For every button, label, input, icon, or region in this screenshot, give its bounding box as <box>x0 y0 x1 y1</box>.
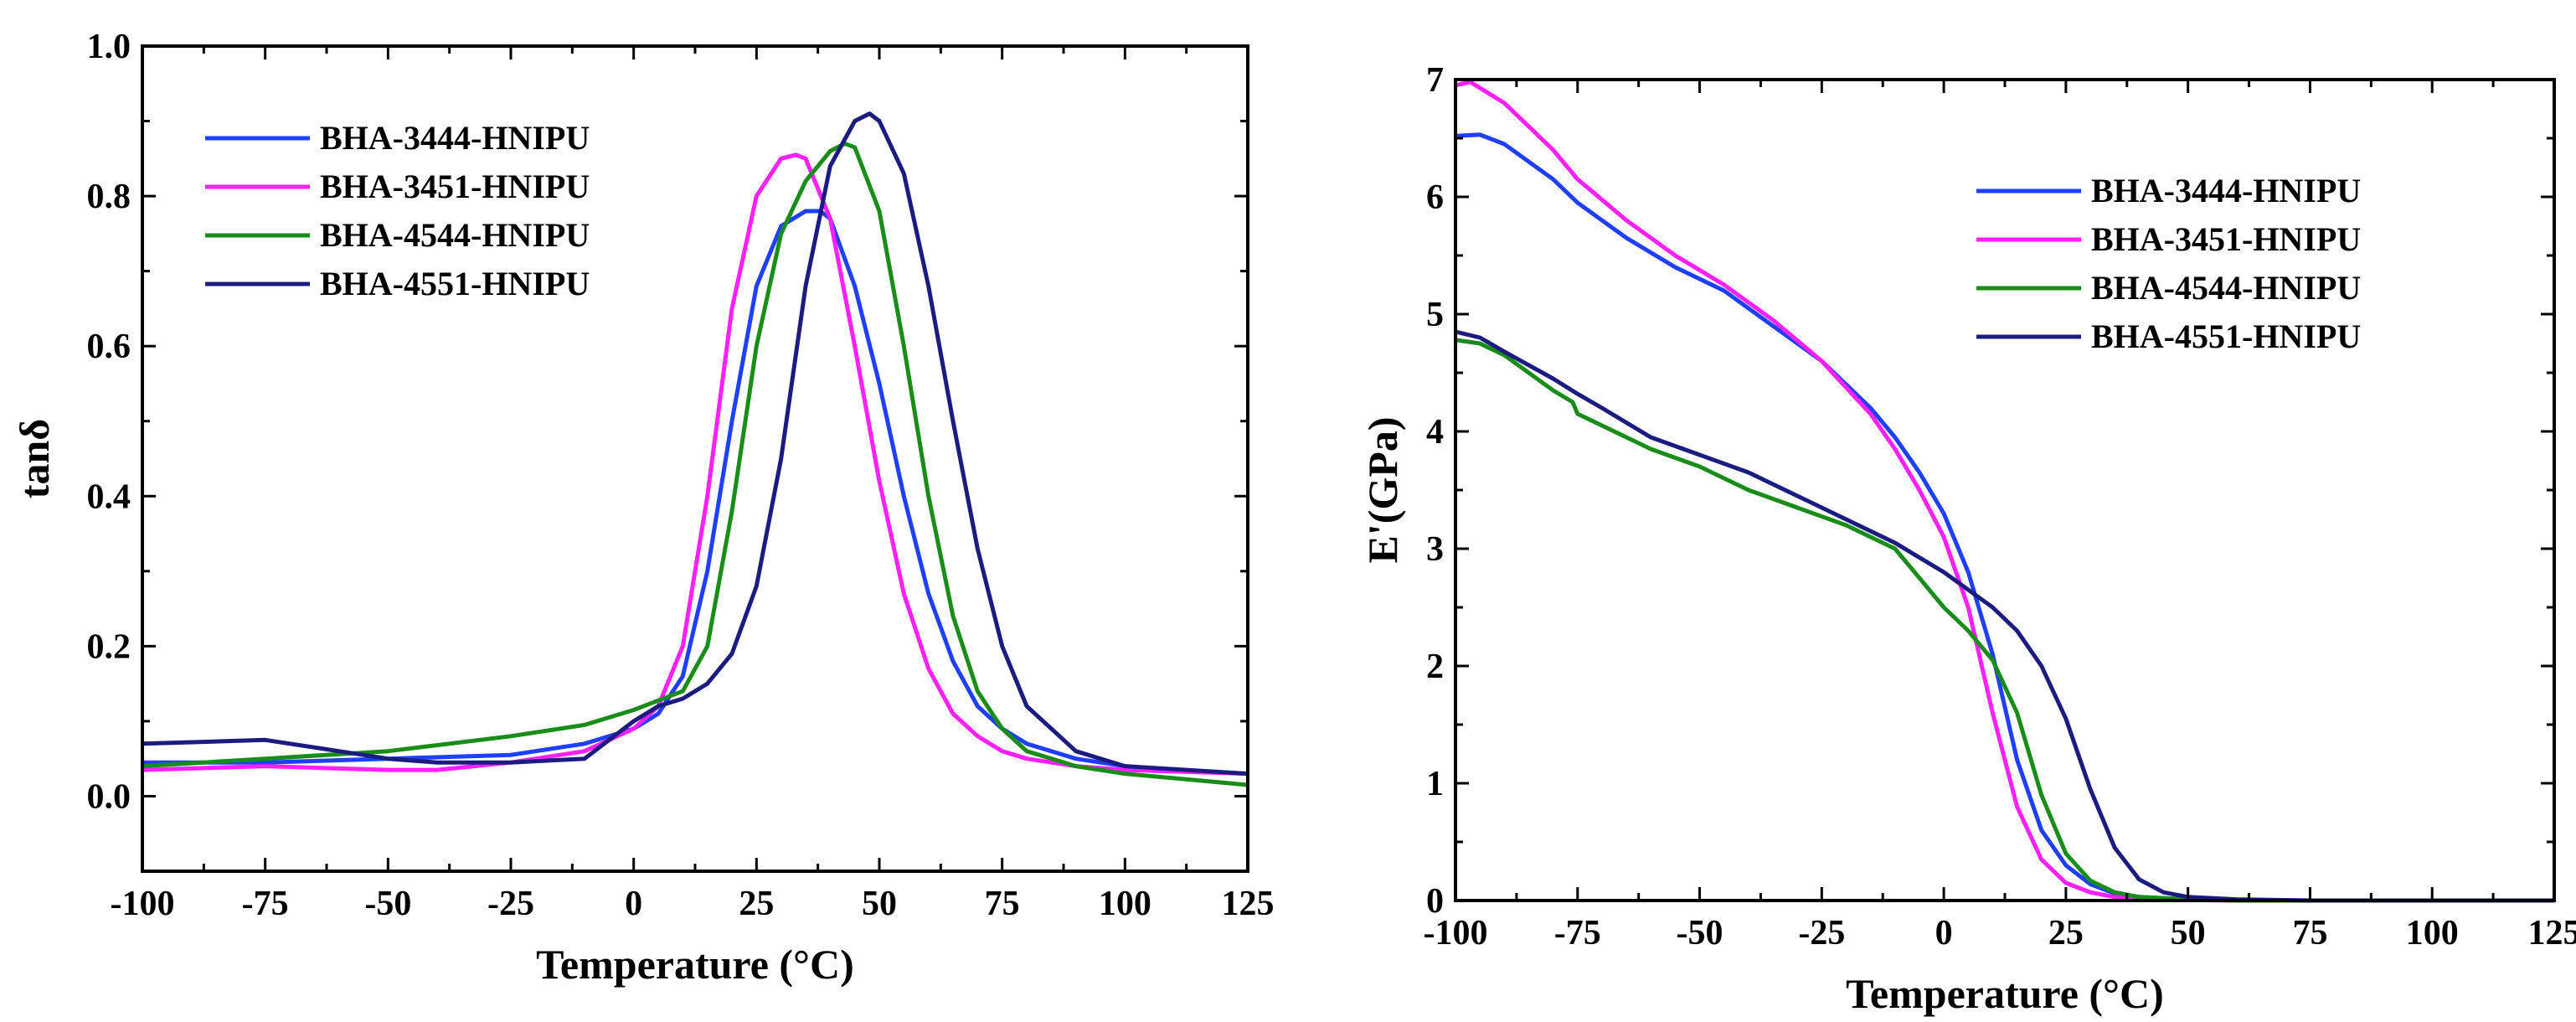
series-line-bha-4544-hnipu <box>142 141 1249 787</box>
y-tick-label: 6 <box>1426 178 1444 217</box>
y-tick-label: 0 <box>1426 882 1444 921</box>
y-tick-label: 0.0 <box>87 777 131 816</box>
y-axis-title: tanδ <box>11 419 58 498</box>
x-tick-label: 125 <box>2528 914 2576 952</box>
series-line-bha-3451-hnipu <box>142 152 1249 777</box>
x-tick-label: -25 <box>487 885 534 923</box>
series-line-bha-4551-hnipu <box>1455 329 2554 903</box>
x-tick-label: -25 <box>1798 914 1845 952</box>
y-axis-title: E'(GPa) <box>1359 417 1406 564</box>
y-tick-label: 7 <box>1426 61 1444 100</box>
x-tick-label: 125 <box>1222 885 1275 923</box>
y-tick-label: 0.6 <box>87 328 131 366</box>
tan-delta-chart: -100 -75 -50 -25 0 25 50 75 100 125 0.0 0.2 0.4 0.6 0.… <box>11 28 1275 988</box>
legend-label: BHA-4551-HNIPU <box>2091 317 2361 355</box>
x-tick-label: 25 <box>2048 914 2084 952</box>
series-line-bha-4544-hnipu <box>1455 338 2554 903</box>
x-tick-label: 75 <box>985 885 1020 923</box>
y-tick-label: 0.4 <box>87 477 131 516</box>
x-tick-label: -100 <box>111 885 175 923</box>
legend-label: BHA-3444-HNIPU <box>2091 172 2361 209</box>
x-tick-label: 100 <box>2406 914 2459 952</box>
x-tick-label: -50 <box>1677 914 1723 952</box>
legend-label: BHA-4544-HNIPU <box>2091 269 2361 307</box>
y-tick-label: 1 <box>1426 765 1444 803</box>
legend-label: BHA-3451-HNIPU <box>320 168 590 205</box>
x-tick-label: 0 <box>625 885 642 923</box>
x-tick-label: -50 <box>364 885 411 923</box>
plot-frame <box>1454 78 2556 902</box>
x-tick-label: 25 <box>739 885 774 923</box>
x-tick-label: 75 <box>2292 914 2327 952</box>
storage-modulus-chart: -100 -75 -50 -25 0 25 50 75 100 125 0 1 2 3 4 5 6 7 Temper… <box>1359 61 2576 1017</box>
x-tick-label: -75 <box>242 885 289 923</box>
legend-label: BHA-4551-HNIPU <box>320 265 590 302</box>
x-tick-label: 100 <box>1099 885 1151 923</box>
y-tick-label: 4 <box>1426 413 1444 452</box>
x-axis-title: Temperature (°C) <box>1846 970 2164 1017</box>
series-line-bha-4551-hnipu <box>142 111 1249 777</box>
y-tick-label: 2 <box>1426 648 1444 686</box>
legend-label: BHA-3444-HNIPU <box>320 119 590 157</box>
y-tick-label: 1.0 <box>87 28 131 66</box>
legend-label: BHA-4544-HNIPU <box>320 216 590 254</box>
y-tick-label: 3 <box>1426 530 1444 569</box>
x-tick-label: 50 <box>862 885 897 923</box>
y-tick-label: 0.2 <box>87 627 131 666</box>
x-axis-title: Temperature (°C) <box>536 941 854 988</box>
x-tick-label: -100 <box>1424 914 1488 952</box>
x-tick-label: 0 <box>1935 914 1953 952</box>
series-line-bha-3444-hnipu <box>1455 132 2554 903</box>
legend-label: BHA-3451-HNIPU <box>2091 220 2361 258</box>
series-line-bha-3451-hnipu <box>1455 80 2554 903</box>
y-tick-label: 0.8 <box>87 178 131 216</box>
x-tick-label: -75 <box>1554 914 1601 952</box>
x-tick-label: 50 <box>2171 914 2206 952</box>
y-tick-label: 5 <box>1426 296 1444 334</box>
